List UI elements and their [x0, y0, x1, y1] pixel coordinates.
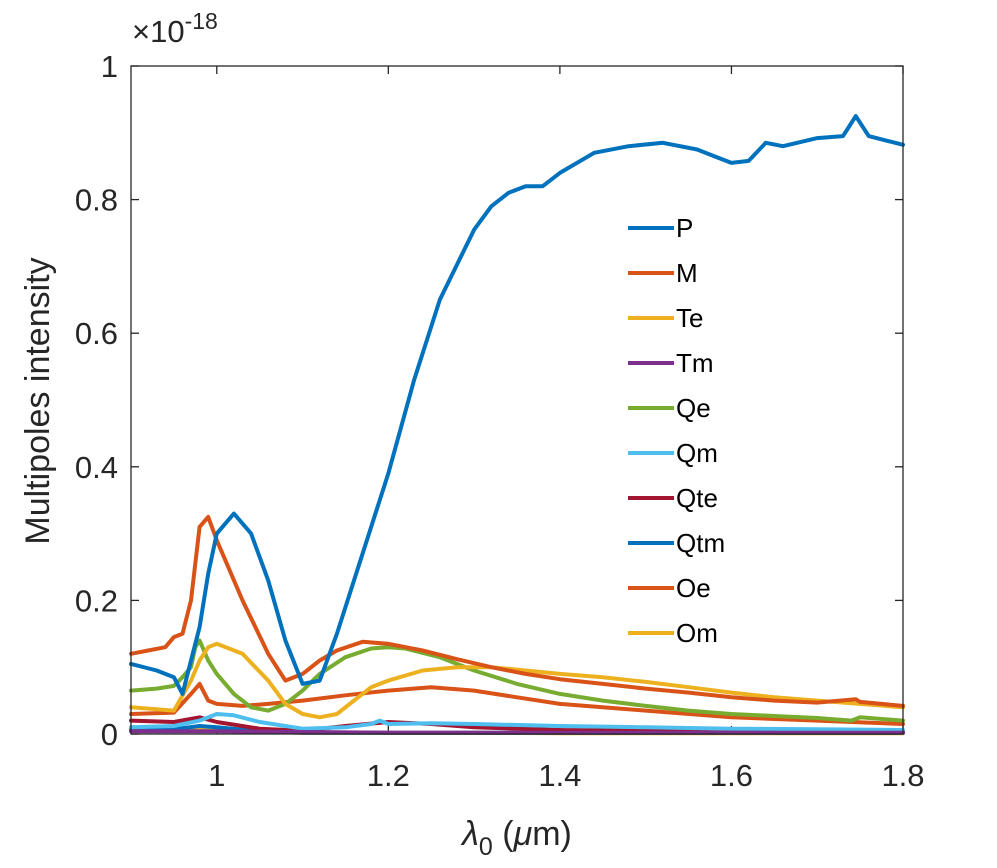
x-tick-label: 1.4: [538, 758, 581, 793]
x-axis-label: λ0 (μm): [460, 815, 572, 861]
legend-label-qe: Qe: [676, 393, 711, 423]
legend-label-oe: Oe: [676, 573, 711, 603]
y-tick-label: 0.6: [75, 316, 118, 351]
series-line-tm: [129, 729, 905, 735]
series-line-qm: [129, 712, 905, 732]
y-exponent-label: ×10-18: [132, 8, 218, 49]
legend-label-tm: Tm: [676, 348, 714, 378]
x-tick-label: 1.6: [710, 758, 753, 793]
legend-label-qm: Qm: [676, 438, 718, 468]
legend-label-p: P: [676, 213, 693, 243]
legend-label-qtm: Qtm: [676, 528, 725, 558]
legend: PM Te Tm Qe Qm Qte Qtm Oe Om: [628, 213, 725, 648]
series-line-p: [129, 114, 905, 696]
y-tick-label: 0: [101, 717, 118, 752]
series-line-m: [129, 514, 905, 708]
y-tick-label: 1: [101, 49, 118, 84]
y-tick-label: 0.4: [75, 450, 118, 485]
x-tick-label: 1: [208, 758, 225, 793]
legend-label-te: Te: [676, 303, 703, 333]
x-axis-label-subscript: 0: [479, 833, 493, 861]
legend-label-m: M: [676, 258, 698, 288]
y-tick-label: 0.8: [75, 183, 118, 218]
y-exponent-power: -18: [185, 8, 218, 34]
y-tick-label: 0.2: [75, 583, 118, 618]
series-line-oe: [129, 681, 905, 726]
y-axis-label: Multipoles intensity: [19, 257, 57, 544]
legend-label-om: Om: [676, 618, 718, 648]
plot-area-frame: [130, 65, 904, 735]
legend-label-qte: Qte: [676, 483, 718, 513]
x-tick-label: 1.8: [881, 758, 924, 793]
series-line-te: [129, 641, 905, 720]
x-tick-label: 1.2: [367, 758, 410, 793]
